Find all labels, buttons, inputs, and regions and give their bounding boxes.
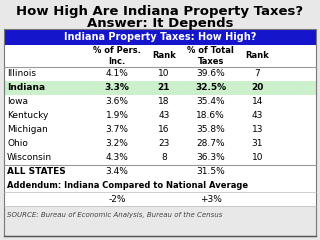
- Text: 10: 10: [252, 154, 263, 162]
- Text: ALL STATES: ALL STATES: [7, 168, 66, 176]
- Text: +3%: +3%: [200, 194, 222, 204]
- Text: 39.6%: 39.6%: [196, 70, 225, 78]
- Bar: [4, 165, 316, 179]
- Bar: [4, 95, 316, 109]
- Bar: [4, 45, 316, 67]
- Text: 31: 31: [252, 139, 263, 149]
- Bar: [4, 81, 316, 95]
- Text: Wisconsin: Wisconsin: [7, 154, 52, 162]
- Text: Addendum: Indiana Compared to National Average: Addendum: Indiana Compared to National A…: [7, 181, 248, 190]
- Text: 4.1%: 4.1%: [106, 70, 129, 78]
- Text: -2%: -2%: [108, 194, 126, 204]
- Text: 28.7%: 28.7%: [196, 139, 225, 149]
- Text: Iowa: Iowa: [7, 97, 28, 107]
- Text: 35.4%: 35.4%: [196, 97, 225, 107]
- Text: Indiana Property Taxes: How High?: Indiana Property Taxes: How High?: [64, 32, 256, 42]
- Text: 14: 14: [252, 97, 263, 107]
- Bar: [4, 179, 316, 192]
- Text: 31.5%: 31.5%: [196, 168, 225, 176]
- Text: How High Are Indiana Property Taxes?: How High Are Indiana Property Taxes?: [16, 6, 304, 18]
- Text: Kentucky: Kentucky: [7, 112, 48, 120]
- Bar: [4, 67, 316, 81]
- Text: 3.6%: 3.6%: [106, 97, 129, 107]
- Text: 7: 7: [255, 70, 260, 78]
- Text: 10: 10: [158, 70, 170, 78]
- Text: 43: 43: [252, 112, 263, 120]
- Text: Illinois: Illinois: [7, 70, 36, 78]
- Text: 3.2%: 3.2%: [106, 139, 129, 149]
- Text: Ohio: Ohio: [7, 139, 28, 149]
- Text: 4.3%: 4.3%: [106, 154, 129, 162]
- Text: % of Pers.
Inc.: % of Pers. Inc.: [93, 47, 141, 66]
- Text: 3.4%: 3.4%: [106, 168, 129, 176]
- Text: 20: 20: [251, 84, 264, 92]
- Bar: [4, 29, 316, 45]
- Bar: [4, 123, 316, 137]
- Bar: [4, 192, 316, 206]
- Text: 8: 8: [161, 154, 167, 162]
- Text: 36.3%: 36.3%: [196, 154, 225, 162]
- Text: 16: 16: [158, 126, 170, 134]
- Text: 43: 43: [158, 112, 170, 120]
- Text: 18.6%: 18.6%: [196, 112, 225, 120]
- Text: Answer: It Depends: Answer: It Depends: [87, 17, 233, 30]
- Text: 3.3%: 3.3%: [105, 84, 130, 92]
- Text: Rank: Rank: [152, 52, 176, 60]
- Text: 13: 13: [252, 126, 263, 134]
- Text: 21: 21: [158, 84, 170, 92]
- Text: SOURCE: Bureau of Economic Analysis, Bureau of the Census: SOURCE: Bureau of Economic Analysis, Bur…: [7, 211, 222, 217]
- Text: % of Total
Taxes: % of Total Taxes: [187, 47, 234, 66]
- Text: Indiana: Indiana: [7, 84, 45, 92]
- Text: Michigan: Michigan: [7, 126, 48, 134]
- Text: 3.7%: 3.7%: [106, 126, 129, 134]
- Text: 32.5%: 32.5%: [195, 84, 226, 92]
- Text: Rank: Rank: [246, 52, 269, 60]
- Text: 23: 23: [158, 139, 170, 149]
- Bar: [4, 109, 316, 123]
- Bar: [4, 151, 316, 165]
- Text: 35.8%: 35.8%: [196, 126, 225, 134]
- Text: 1.9%: 1.9%: [106, 112, 129, 120]
- Text: 18: 18: [158, 97, 170, 107]
- Bar: [4, 137, 316, 151]
- Bar: [4, 29, 316, 236]
